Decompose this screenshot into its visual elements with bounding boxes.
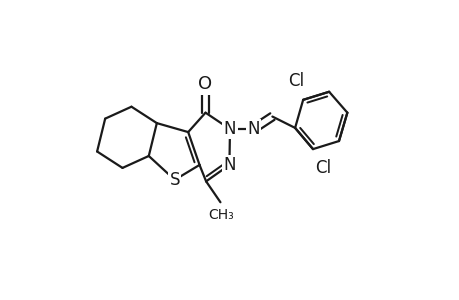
- Text: CH₃: CH₃: [208, 208, 234, 222]
- Text: S: S: [169, 171, 179, 189]
- Text: N: N: [246, 120, 259, 138]
- Text: N: N: [223, 120, 236, 138]
- Text: Cl: Cl: [314, 159, 330, 177]
- Text: O: O: [198, 75, 212, 93]
- Text: N: N: [223, 156, 235, 174]
- Text: Cl: Cl: [287, 72, 303, 90]
